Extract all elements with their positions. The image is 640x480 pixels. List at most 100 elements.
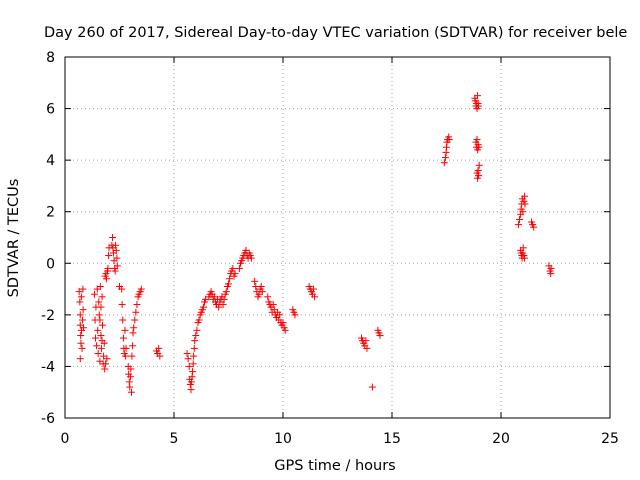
y-tick-label: 4 xyxy=(46,153,55,169)
data-point xyxy=(281,326,289,334)
data-point xyxy=(78,344,86,352)
data-point xyxy=(121,326,129,334)
data-point xyxy=(155,344,163,352)
y-tick-label: 8 xyxy=(46,50,55,66)
y-axis-label: SDTVAR / TECUs xyxy=(6,179,22,298)
data-point xyxy=(76,298,84,306)
grid xyxy=(65,57,610,418)
axis-ticks: 0 5 10 15 20 25 -6 -4 -2 0 2 4 6 8 xyxy=(41,50,619,447)
y-tick-label: -2 xyxy=(41,308,55,324)
data-point xyxy=(79,285,87,293)
data-point xyxy=(97,344,105,352)
data-point xyxy=(76,311,84,319)
data-point xyxy=(530,223,538,231)
data-point xyxy=(220,295,228,303)
data-point xyxy=(441,154,449,162)
y-tick-label: -6 xyxy=(41,411,55,427)
data-point xyxy=(376,331,384,339)
data-point xyxy=(98,293,106,301)
data-point xyxy=(101,365,109,373)
data-point xyxy=(77,293,85,301)
data-point xyxy=(189,360,197,368)
x-tick-label: 25 xyxy=(601,431,619,447)
data-point xyxy=(475,161,483,169)
data-point xyxy=(113,254,121,262)
data-point xyxy=(547,264,555,272)
data-point xyxy=(185,362,193,370)
data-point xyxy=(475,172,483,180)
data-point xyxy=(475,143,483,151)
data-point xyxy=(184,355,192,363)
x-tick-label: 20 xyxy=(492,431,510,447)
data-point xyxy=(112,241,120,249)
data-point xyxy=(251,277,259,285)
data-point xyxy=(96,316,104,324)
data-point xyxy=(92,334,100,342)
data-point xyxy=(126,373,134,381)
data-point xyxy=(98,321,106,329)
data-point xyxy=(445,136,453,144)
data-point xyxy=(127,388,135,396)
x-tick-label: 5 xyxy=(170,431,179,447)
data-point xyxy=(105,252,113,260)
chart-title: Day 260 of 2017, Sidereal Day-to-day VTE… xyxy=(44,25,627,41)
data-point xyxy=(119,316,127,324)
x-tick-label: 10 xyxy=(274,431,292,447)
data-point xyxy=(111,267,119,275)
data-point xyxy=(229,264,237,272)
data-point xyxy=(98,337,106,345)
data-point xyxy=(102,360,110,368)
data-point xyxy=(187,386,195,394)
data-point xyxy=(129,329,137,337)
data-point xyxy=(112,246,120,254)
data-point xyxy=(183,350,191,358)
data-point xyxy=(521,192,529,200)
data-point xyxy=(473,92,481,100)
data-point xyxy=(128,352,136,360)
data-point xyxy=(247,254,255,262)
y-tick-label: 0 xyxy=(46,256,55,272)
plot-area-border xyxy=(64,56,611,419)
data-point xyxy=(79,306,87,314)
data-point xyxy=(521,200,529,208)
y-tick-label: 6 xyxy=(46,102,55,118)
data-point xyxy=(475,102,483,110)
data-point xyxy=(187,378,195,386)
data-point xyxy=(131,316,139,324)
data-point xyxy=(97,331,105,339)
data-point xyxy=(521,254,529,262)
data-point xyxy=(102,275,110,283)
data-point xyxy=(127,365,135,373)
data-point xyxy=(122,352,130,360)
data-point xyxy=(97,303,105,311)
y-tick-label: 2 xyxy=(46,205,55,221)
data-point xyxy=(137,285,145,293)
data-point xyxy=(257,282,265,290)
data-point xyxy=(95,298,103,306)
data-point xyxy=(190,344,198,352)
data-point xyxy=(90,290,98,298)
data-point xyxy=(77,339,85,347)
data-point xyxy=(258,288,266,296)
data-point xyxy=(310,285,318,293)
data-point xyxy=(192,331,200,339)
data-point xyxy=(122,344,130,352)
data-point xyxy=(94,326,102,334)
data-point xyxy=(199,303,207,311)
data-point xyxy=(276,311,284,319)
data-point xyxy=(368,383,376,391)
data-point xyxy=(156,352,164,360)
data-point xyxy=(96,282,104,290)
data-point xyxy=(363,344,371,352)
y-tick-label: -4 xyxy=(41,359,55,375)
data-point xyxy=(191,337,199,345)
data-point xyxy=(103,355,111,363)
data-point xyxy=(132,308,140,316)
data-points xyxy=(75,92,555,396)
data-point xyxy=(94,350,102,358)
data-point xyxy=(118,285,126,293)
data-point xyxy=(311,293,319,301)
data-point xyxy=(226,275,234,283)
data-point xyxy=(93,342,101,350)
